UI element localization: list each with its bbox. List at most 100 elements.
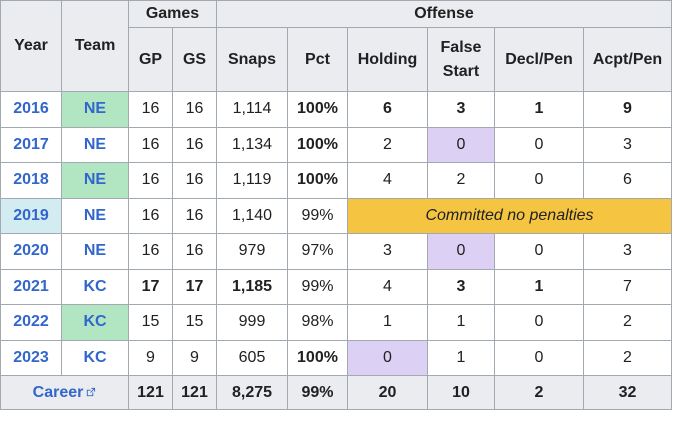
snaps-cell: 1,119 (216, 162, 288, 199)
table-row: 2019 NE 16 16 1,140 99% Committed no pen… (0, 197, 673, 234)
col-header-team[interactable]: Team (61, 0, 129, 92)
career-row: Career 121 121 8,275 99% 20 10 2 32 (0, 375, 673, 410)
gs-cell: 16 (172, 91, 217, 128)
pct-cell: 99% (287, 268, 348, 305)
acpt-pen-cell: 3 (582, 233, 673, 270)
false-start-cell: 0 (427, 233, 495, 270)
year-link[interactable]: 2020 (0, 233, 62, 270)
pct-cell: 98% (287, 304, 348, 341)
col-header-false-start[interactable]: False Start (427, 27, 495, 92)
false-start-cell: 1 (427, 304, 495, 341)
gs-cell: 15 (172, 304, 217, 341)
snaps-cell: 605 (216, 339, 288, 376)
false-start-cell: 3 (427, 268, 495, 305)
holding-cell: 4 (347, 268, 428, 305)
team-link[interactable]: NE (61, 162, 129, 199)
gp-cell: 16 (128, 126, 173, 163)
false-start-cell: 1 (427, 339, 495, 376)
col-header-snaps[interactable]: Snaps (216, 27, 288, 92)
team-link[interactable]: NE (61, 126, 129, 163)
gp-cell: 15 (128, 304, 173, 341)
team-link[interactable]: KC (61, 304, 129, 341)
col-header-false-start-line2: Start (442, 62, 480, 80)
gp-cell: 16 (128, 197, 173, 234)
snaps-cell: 999 (216, 304, 288, 341)
gp-cell: 16 (128, 162, 173, 199)
pct-cell: 100% (287, 162, 348, 199)
decl-pen-cell: 0 (494, 304, 584, 341)
header-row-top: Year Team Games Offense (0, 0, 673, 92)
gp-cell: 16 (128, 91, 173, 128)
acpt-pen-cell: 3 (582, 126, 673, 163)
career-snaps: 8,275 (216, 375, 288, 410)
table-row: 2021 KC 17 17 1,185 99% 4 3 1 7 (0, 268, 673, 305)
holding-cell: 2 (347, 126, 428, 163)
col-header-pct[interactable]: Pct (287, 27, 348, 92)
decl-pen-cell: 0 (494, 233, 584, 270)
pct-cell: 100% (287, 339, 348, 376)
year-link[interactable]: 2018 (0, 162, 62, 199)
table-row: 2016 NE 16 16 1,114 100% 6 3 1 9 (0, 91, 673, 128)
gp-cell: 9 (128, 339, 173, 376)
pct-cell: 99% (287, 197, 348, 234)
gp-cell: 17 (128, 268, 173, 305)
year-link[interactable]: 2021 (0, 268, 62, 305)
snaps-cell: 979 (216, 233, 288, 270)
team-link[interactable]: KC (61, 339, 129, 376)
table-row: 2018 NE 16 16 1,119 100% 4 2 0 6 (0, 162, 673, 199)
career-label: Career (32, 383, 84, 401)
false-start-cell: 0 (427, 126, 495, 163)
acpt-pen-cell: 2 (582, 304, 673, 341)
team-link[interactable]: NE (61, 91, 129, 128)
year-link[interactable]: 2016 (0, 91, 62, 128)
table-row: 2023 KC 9 9 605 100% 0 1 0 2 (0, 339, 673, 376)
holding-cell: 0 (347, 339, 428, 376)
snaps-cell: 1,134 (216, 126, 288, 163)
holding-cell: 4 (347, 162, 428, 199)
external-link-icon (87, 387, 96, 396)
holding-cell: 6 (347, 91, 428, 128)
false-start-cell: 3 (427, 91, 495, 128)
no-penalties-note: Committed no penalties (346, 197, 673, 234)
decl-pen-cell: 0 (494, 162, 584, 199)
year-link[interactable]: 2019 (0, 197, 62, 234)
career-stats-table: Year Team Games Offense GP GS Snaps Pct … (0, 0, 673, 410)
year-link[interactable]: 2022 (0, 304, 62, 341)
career-false-start: 10 (427, 375, 495, 410)
gs-cell: 16 (172, 126, 217, 163)
acpt-pen-cell: 7 (582, 268, 673, 305)
table-row: 2017 NE 16 16 1,134 100% 2 0 0 3 (0, 126, 673, 163)
pct-cell: 100% (287, 91, 348, 128)
gs-cell: 9 (172, 339, 217, 376)
decl-pen-cell: 0 (494, 126, 584, 163)
col-header-year[interactable]: Year (0, 0, 62, 92)
career-gs: 121 (172, 375, 217, 410)
gp-cell: 16 (128, 233, 173, 270)
col-header-false-start-line1: False (440, 38, 482, 56)
group-header-games: Games (128, 0, 217, 28)
year-link[interactable]: 2023 (0, 339, 62, 376)
snaps-cell: 1,140 (216, 197, 288, 234)
col-header-decl-pen[interactable]: Decl/Pen (494, 27, 584, 92)
pct-cell: 100% (287, 126, 348, 163)
career-gp: 121 (128, 375, 173, 410)
col-header-gp[interactable]: GP (128, 27, 173, 92)
team-link[interactable]: NE (61, 233, 129, 270)
col-header-gs[interactable]: GS (172, 27, 217, 92)
col-header-acpt-pen[interactable]: Acpt/Pen (582, 27, 673, 92)
career-holding: 20 (347, 375, 428, 410)
career-link[interactable]: Career (0, 375, 129, 410)
year-link[interactable]: 2017 (0, 126, 62, 163)
gs-cell: 17 (172, 268, 217, 305)
career-acpt-pen: 32 (582, 375, 673, 410)
table-row: 2020 NE 16 16 979 97% 3 0 0 3 (0, 233, 673, 270)
holding-cell: 1 (347, 304, 428, 341)
gs-cell: 16 (172, 197, 217, 234)
holding-cell: 3 (347, 233, 428, 270)
pct-cell: 97% (287, 233, 348, 270)
col-header-holding[interactable]: Holding (347, 27, 428, 92)
team-link[interactable]: NE (61, 197, 129, 234)
acpt-pen-cell: 6 (582, 162, 673, 199)
team-link[interactable]: KC (61, 268, 129, 305)
group-header-offense: Offense (215, 0, 673, 28)
